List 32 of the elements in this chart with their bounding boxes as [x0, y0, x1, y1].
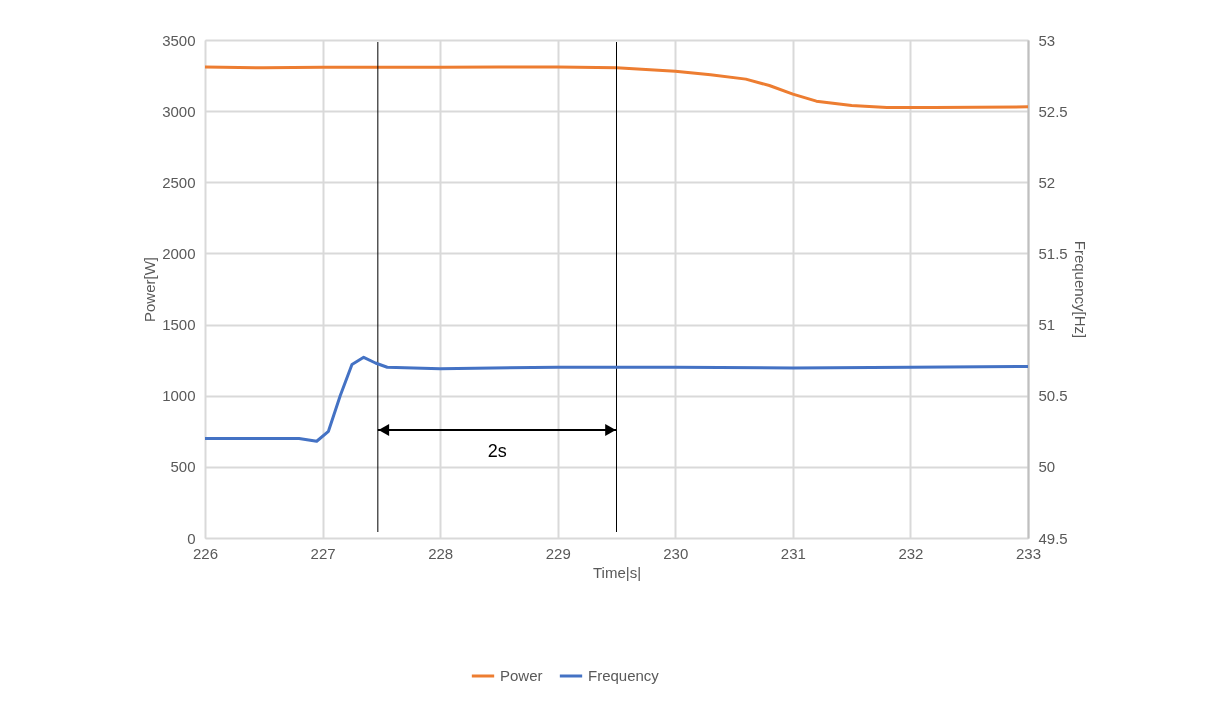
annotation: 2s	[487, 441, 507, 461]
legend-label: Power	[500, 667, 543, 684]
x-tick-label: 233	[1015, 544, 1042, 562]
y2-tick-label: 52	[1038, 173, 1056, 191]
y2-tick-label: 50	[1038, 458, 1056, 476]
x-tick-label: 230	[663, 544, 689, 562]
y-tick-label: 0	[187, 529, 196, 547]
y-axis-title: Power[W]	[141, 256, 159, 323]
x-axis-title: Time|s|	[592, 563, 642, 581]
x-tick-label: 231	[780, 544, 806, 562]
y2-tick-label: 52.5	[1038, 102, 1068, 120]
y-tick-label: 500	[170, 458, 196, 476]
y2-tick-label: 49.5	[1038, 529, 1068, 547]
y2-tick-label: 50.5	[1038, 387, 1068, 405]
y-tick-label: 1500	[162, 316, 196, 334]
y2-tick-label: 51	[1038, 316, 1056, 334]
x-tick-label: 229	[545, 544, 571, 562]
y2-tick-label: 53	[1038, 31, 1056, 49]
y2-axis-title: Frequency[Hz]	[1071, 240, 1089, 339]
y-tick-label: 2500	[162, 173, 196, 191]
y-tick-label: 2000	[162, 244, 196, 262]
legend-label: Frequency	[588, 667, 660, 684]
line-series	[203, 355, 1030, 443]
y-tick-label: 3000	[162, 102, 196, 120]
y-tick-label: 1000	[162, 387, 196, 405]
y-tick-label: 3500	[162, 31, 196, 49]
x-tick-label: 227	[310, 544, 336, 562]
y2-tick-label: 51.5	[1038, 244, 1068, 262]
x-tick-label: 228	[428, 544, 454, 562]
line-series	[203, 65, 1030, 110]
x-tick-label: 232	[898, 544, 924, 562]
x-tick-label: 226	[192, 544, 219, 562]
